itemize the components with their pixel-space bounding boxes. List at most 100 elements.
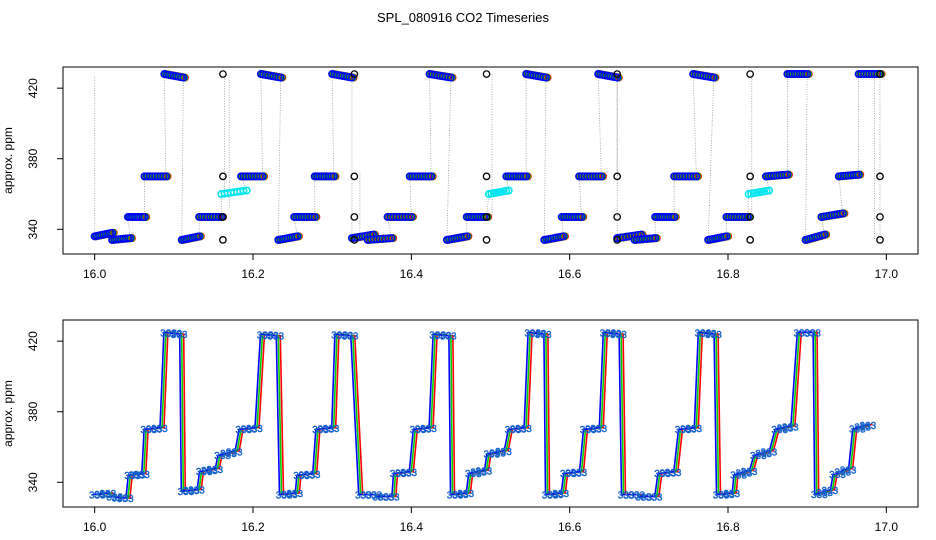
data-point-blue xyxy=(446,73,455,82)
y-tick-label: 380 xyxy=(26,401,40,421)
reference-marker xyxy=(876,213,884,221)
data-point-label: 333 xyxy=(623,491,640,502)
data-point-blue xyxy=(140,212,149,221)
data-point-label: 333 xyxy=(465,469,482,480)
data-point-label: 333 xyxy=(635,492,652,503)
data-point-label: 333 xyxy=(777,424,794,435)
connector-line xyxy=(331,74,335,177)
data-point-label: 333 xyxy=(395,469,412,480)
data-point-label: 333 xyxy=(276,490,293,501)
data-point-label: 333 xyxy=(761,447,778,458)
data-point-label: 333 xyxy=(730,470,747,481)
data-point-label: 333 xyxy=(483,449,500,460)
data-point-blue xyxy=(783,170,792,179)
x-tick-label: 16.2 xyxy=(241,520,265,534)
data-point-label: 333 xyxy=(665,468,682,479)
data-point-label: 333 xyxy=(257,330,274,341)
connector-line xyxy=(446,77,452,240)
data-point-label: 333 xyxy=(700,329,717,340)
data-point-blue xyxy=(559,232,568,241)
data-point-label: 333 xyxy=(94,490,111,501)
data-point-blue xyxy=(293,232,302,241)
data-point-blue xyxy=(709,73,718,82)
data-point-blue xyxy=(255,172,264,181)
reference-marker xyxy=(482,172,491,181)
reference-marker xyxy=(613,213,622,221)
connector-line xyxy=(277,77,282,240)
data-point-blue xyxy=(424,172,433,181)
data-point-highlight xyxy=(504,186,513,195)
data-point-label: 333 xyxy=(524,329,541,340)
data-point-label: 333 xyxy=(355,491,372,502)
data-point-label: 333 xyxy=(146,424,163,435)
data-point-label: 333 xyxy=(799,328,816,339)
data-point-blue xyxy=(651,234,660,243)
data-point-label: 333 xyxy=(476,467,493,478)
y-tick-label: 420 xyxy=(26,331,40,351)
data-point-label: 333 xyxy=(822,486,839,497)
data-point-label: 333 xyxy=(410,425,427,436)
data-point-label: 333 xyxy=(510,424,527,435)
data-point-label: 333 xyxy=(415,424,432,435)
data-point-label: 333 xyxy=(151,424,168,435)
plot-frame xyxy=(62,319,919,508)
data-point-label: 333 xyxy=(659,469,676,480)
reference-marker xyxy=(876,236,884,244)
data-point-label: 333 xyxy=(723,489,740,500)
reference-marker xyxy=(219,172,227,181)
data-point-label: 333 xyxy=(447,490,464,501)
data-point-label: 333 xyxy=(750,451,767,462)
data-point-label: 333 xyxy=(183,486,200,497)
chart-title: SPL_080916 CO2 Timeseries xyxy=(377,10,549,25)
reference-marker xyxy=(746,70,755,78)
reference-marker xyxy=(613,172,622,181)
data-point-label: 333 xyxy=(685,424,702,435)
top-panel: 16.0 16.2 16.4 16.6 16.8 17.0 340 380 420 approx.… xyxy=(1,66,919,281)
data-point-label: 333 xyxy=(771,425,788,436)
x-tick-label: 16.0 xyxy=(83,267,107,281)
data-point-label: 333 xyxy=(293,471,310,482)
connector-line xyxy=(838,176,844,214)
data-point-blue xyxy=(597,172,606,181)
data-point-label: 333 xyxy=(695,329,712,340)
data-point-blue xyxy=(462,232,471,241)
y-tick-label: 380 xyxy=(26,148,40,168)
data-point-label: 333 xyxy=(840,465,857,476)
data-point-label: 333 xyxy=(435,331,452,342)
data-point-label: 333 xyxy=(286,489,303,500)
data-point-label: 333 xyxy=(834,468,851,479)
x-tick-label: 16.6 xyxy=(558,520,582,534)
data-point-blue xyxy=(387,234,396,243)
data-point-label: 333 xyxy=(628,491,645,502)
data-point-label: 333 xyxy=(470,468,487,479)
x-tick-label: 16.4 xyxy=(400,267,424,281)
reference-marker xyxy=(876,172,884,181)
data-point-blue xyxy=(195,232,204,241)
connector-line xyxy=(260,74,263,177)
connector-line xyxy=(163,74,167,177)
x-tick-label: 16.4 xyxy=(400,520,424,534)
reference-marker xyxy=(482,236,491,244)
data-point-label: 333 xyxy=(585,424,602,435)
y-tick-label: 340 xyxy=(26,472,40,492)
reference-marker xyxy=(482,213,491,221)
data-point-label: 333 xyxy=(298,470,315,481)
data-point-label: 333 xyxy=(705,330,722,341)
reference-marker xyxy=(350,213,359,221)
data-point-label: 333 xyxy=(124,471,141,482)
data-point-label: 333 xyxy=(226,447,243,458)
data-point-label: 333 xyxy=(565,469,582,480)
data-point-label: 333 xyxy=(206,465,223,476)
data-point-label: 333 xyxy=(214,451,231,462)
reference-marker xyxy=(219,236,227,244)
data-point-label: 333 xyxy=(600,329,617,340)
data-point-blue xyxy=(838,209,847,218)
data-point-blue xyxy=(722,232,731,241)
data-point-blue xyxy=(407,212,416,221)
reference-marker xyxy=(876,70,884,78)
reference-marker xyxy=(219,213,227,221)
data-point-label: 333 xyxy=(580,425,597,436)
reference-marker xyxy=(613,236,622,244)
data-point-label: 333 xyxy=(196,467,213,478)
reference-marker xyxy=(350,172,359,181)
